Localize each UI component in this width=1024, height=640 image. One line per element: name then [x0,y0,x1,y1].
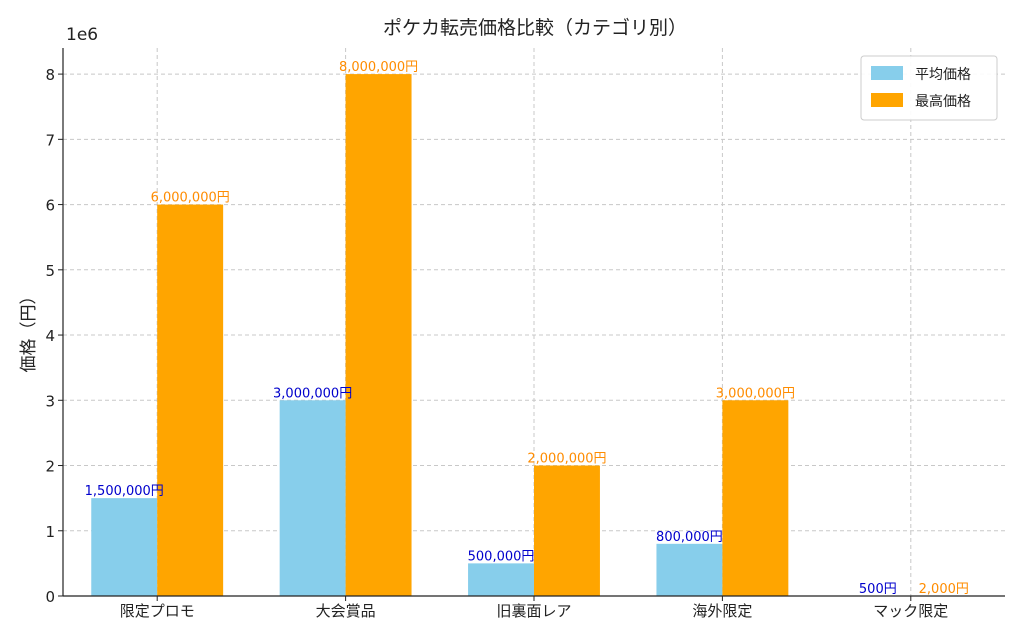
bars [91,74,977,597]
data-label: 500,000円 [468,549,535,564]
y-tick-label: 3 [45,392,55,410]
x-tick-label: 海外限定 [692,602,752,620]
bar-average [468,563,534,596]
y-tick-label: 1 [45,523,55,541]
bar-average [91,498,158,596]
data-label: 2,000円 [919,582,969,597]
bar-max [534,465,600,596]
x-tick-label: 旧裏面レア [496,602,571,620]
y-tick-label: 7 [45,131,55,149]
data-label: 1,500,000円 [85,484,164,499]
legend-swatch [871,93,903,107]
x-tick-label: マック限定 [873,602,948,620]
y-axis-offset-text: 1e6 [66,25,98,45]
data-label: 3,000,000円 [273,386,352,401]
data-label: 2,000,000円 [527,452,606,467]
legend-swatch [871,66,903,80]
bar-max [722,400,789,596]
y-tick-label: 5 [45,262,55,280]
legend-label: 最高価格 [915,93,971,110]
y-tick-label: 8 [45,66,55,84]
y-tick-label: 4 [45,327,55,345]
legend-label: 平均価格 [915,67,971,83]
x-tick-label: 大会賞品 [316,602,376,620]
x-tick-label: 限定プロモ [120,602,195,620]
axes: 0 1 2 3 4 5 6 7 8 限定プロモ 大会賞品 旧裏面レア 海外限定 マック限定 [45,48,1005,620]
y-axis-label: 価格（円） [19,288,39,373]
data-label: 800,000円 [656,530,723,545]
y-tick-label: 6 [45,197,55,215]
data-label: 8,000,000円 [339,60,418,75]
legend-box [860,55,998,121]
bar-max [345,74,412,597]
y-tick-label: 0 [45,588,55,606]
bar-average [279,400,346,596]
bar-average [656,543,723,596]
data-label: 500円 [859,582,897,597]
data-labels: 1,500,000円 3,000,000円 500,000円 800,000円 500円… [85,60,969,597]
chart-title: ポケカ転売価格比較（カテゴリ別） [383,17,687,39]
y-tick-label: 2 [45,458,55,476]
data-label: 3,000,000円 [716,386,795,401]
bar-max [157,204,224,597]
data-label: 6,000,000円 [151,191,230,206]
